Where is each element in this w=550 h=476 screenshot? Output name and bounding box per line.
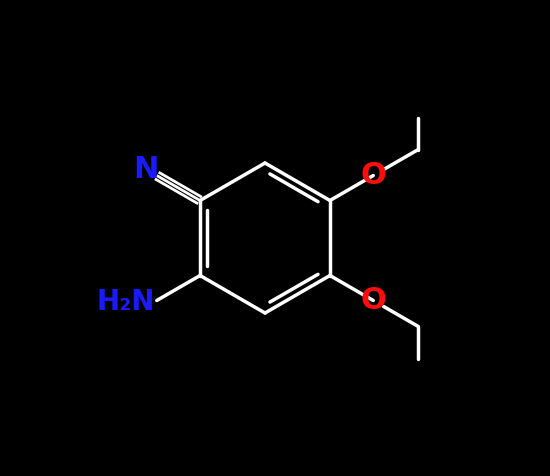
- Text: O: O: [360, 286, 386, 315]
- Text: N: N: [133, 155, 158, 184]
- Text: H₂N: H₂N: [97, 288, 155, 316]
- Text: O: O: [360, 161, 386, 190]
